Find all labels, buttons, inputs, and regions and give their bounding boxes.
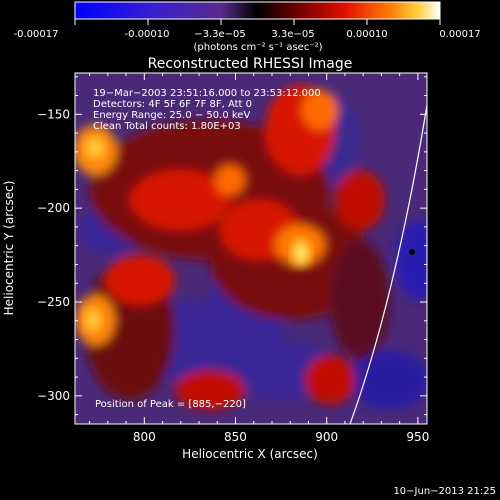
y-axis-label: Heliocentric Y (arcsec) [2,181,16,316]
colorbar-tick-label: 3.3e−05 [271,29,314,40]
colorbar-tick-label: -0.00017 [14,29,59,40]
x-axis-ticks: 800 850 900 950 [89,73,429,444]
solar-limb-curve [349,104,427,424]
overlay-energy-range: Energy Range: 25.0 − 50.0 keV [93,110,250,121]
overlay-clean-counts: Clean Total counts: 1.80E+03 [93,121,241,132]
y-tick-label: −300 [37,389,70,403]
colorbar: -0.00017 -0.00010 −3.3e−05 3.3e−05 0.000… [14,1,481,53]
overlay-time-range: 19−Mar−2003 23:51:16.000 to 23:53:12.000 [93,88,321,99]
plot-title: Reconstructed RHESSI Image [148,56,353,72]
y-tick-label: −150 [37,107,70,121]
overlay-peak-position: Position of Peak = [885,−220] [95,399,246,410]
image-area [75,73,427,424]
plot-frame [74,72,428,425]
colorbar-tick-label: 0.00017 [439,29,480,40]
y-tick-label: −200 [37,201,70,215]
y-tick-label: −250 [37,295,70,309]
colorbar-tick-label: −3.3e−05 [194,29,246,40]
x-tick-label: 800 [133,430,156,444]
overlay-info: 19−Mar−2003 23:51:16.000 to 23:53:12.000… [93,88,321,410]
y-axis-ticks: −150 −200 −250 −300 [37,76,427,416]
x-tick-label: 900 [315,430,338,444]
overlay-detectors: Detectors: 4F 5F 6F 7F 8F, Att 0 [93,99,252,110]
colorbar-tick-marks [74,19,441,25]
colorbar-gradient [74,1,441,20]
x-tick-label: 850 [224,430,247,444]
x-axis-label: Heliocentric X (arcsec) [182,447,318,461]
colorbar-tick-label: -0.00010 [125,29,170,40]
generation-timestamp: 10−Jun−2013 21:25 [393,486,496,497]
colorbar-units: (photons cm⁻² s⁻¹ asec⁻²) [193,42,322,53]
x-tick-label: 950 [406,430,429,444]
marker-dot [409,249,415,255]
colorbar-tick-label: 0.00010 [346,29,387,40]
